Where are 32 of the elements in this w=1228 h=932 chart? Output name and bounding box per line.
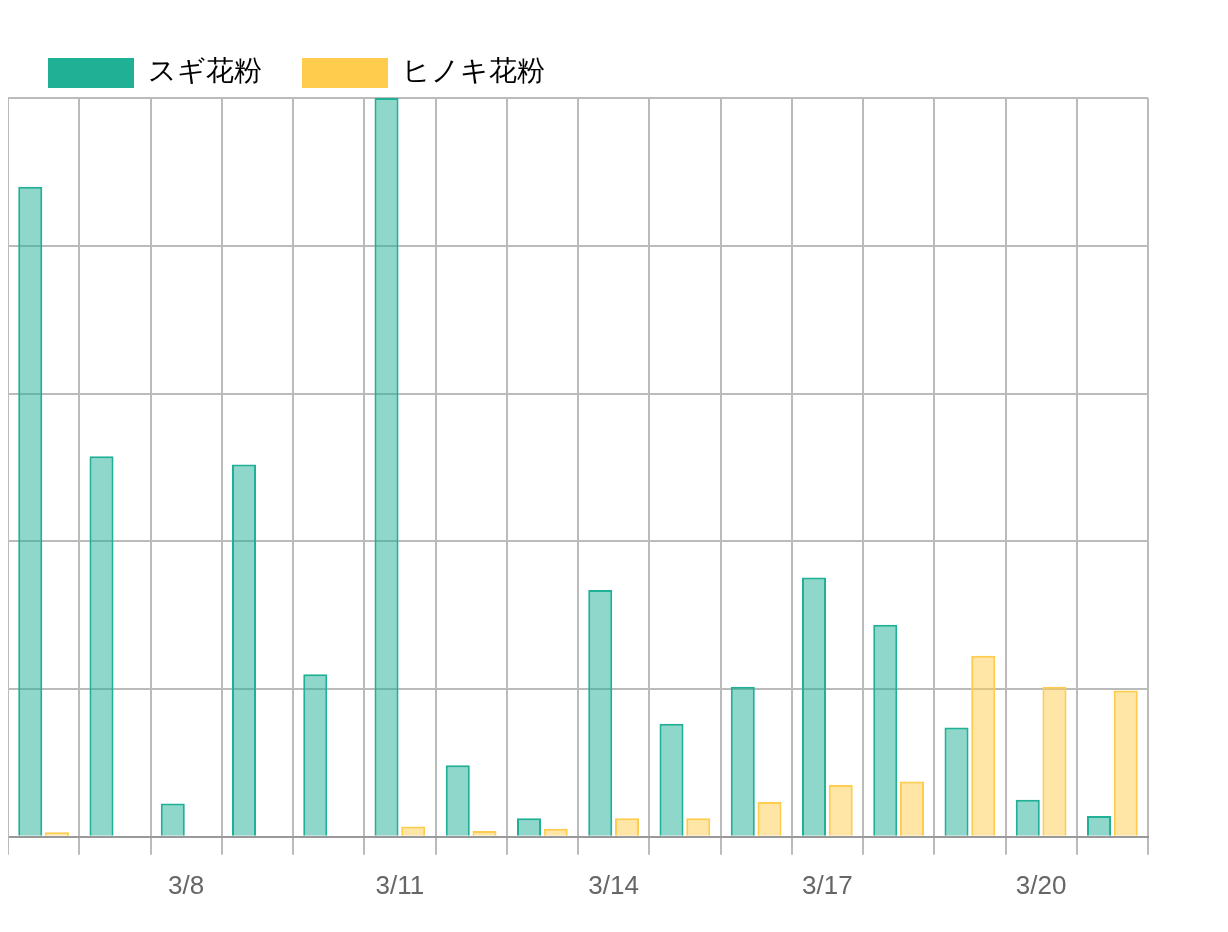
x-tick-label: 3/17	[802, 869, 853, 900]
bar	[801, 577, 827, 836]
bar	[686, 818, 711, 836]
bar	[944, 727, 969, 836]
legend-label: スギ花粉	[148, 54, 262, 88]
x-tick-label: 3/20	[1015, 869, 1067, 900]
bar	[588, 590, 613, 836]
bar	[374, 98, 399, 836]
bar	[899, 781, 925, 836]
bar	[445, 765, 470, 836]
bar	[160, 803, 185, 836]
bar	[231, 464, 257, 836]
bar	[303, 674, 328, 836]
bar	[516, 818, 542, 836]
bar	[971, 655, 996, 836]
bar	[730, 686, 755, 836]
x-tick-label: 3/8	[168, 869, 205, 900]
bar	[401, 826, 426, 836]
bar	[18, 186, 43, 836]
x-tick-label: 3/11	[375, 869, 425, 900]
bar	[659, 723, 684, 836]
bar	[873, 624, 898, 836]
bar	[1086, 816, 1112, 836]
bar	[614, 818, 640, 836]
bar	[1042, 686, 1067, 836]
legend-label: ヒノキ花粉	[402, 54, 545, 88]
bar	[757, 802, 782, 836]
bar	[1113, 690, 1138, 836]
bar	[89, 456, 114, 836]
bar	[828, 785, 853, 836]
x-tick-label: 3/14	[588, 869, 639, 900]
bar	[1015, 799, 1040, 836]
